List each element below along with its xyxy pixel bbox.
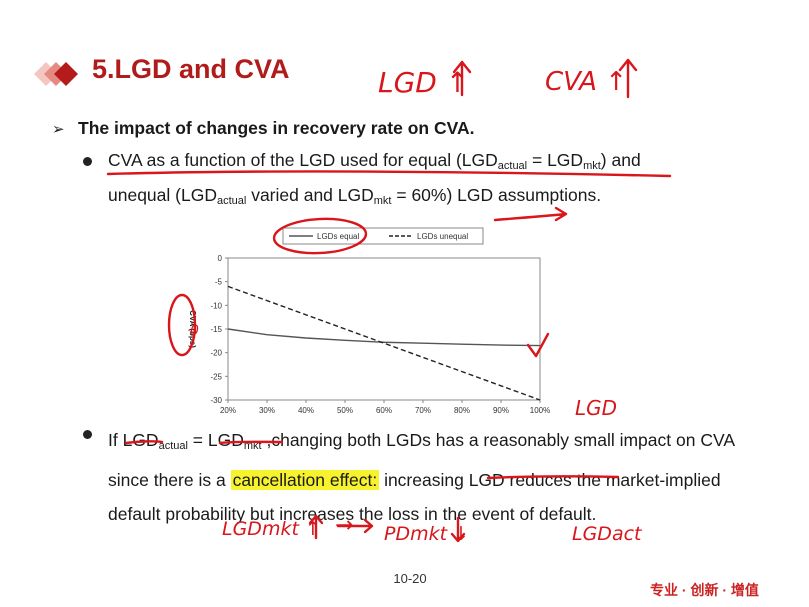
x-tick-label: 80%	[454, 406, 470, 415]
note-lgd-up: LGD ↑	[378, 66, 469, 99]
series-line-1	[227, 328, 541, 347]
y-tick-label: -20	[210, 349, 222, 358]
x-tick-label: 20%	[220, 406, 236, 415]
legend-label: LGDs equal	[317, 232, 359, 241]
bullet-dot	[83, 430, 92, 439]
footer-brand: 专业 · 创新 · 增值	[650, 582, 759, 598]
arrow-up-lgd	[452, 60, 472, 97]
note-cva-up: CVA ↑	[545, 67, 627, 97]
highlighted-phrase: cancellation effect:	[230, 470, 380, 490]
x-tick-label: 70%	[415, 406, 431, 415]
y-tick-label: -30	[210, 396, 222, 405]
plot-frame	[227, 257, 541, 401]
x-tick-label: 100%	[530, 406, 550, 415]
x-tick-label: 50%	[337, 406, 353, 415]
arrow-up-cva	[618, 58, 638, 99]
legend-label: LGDs unequal	[417, 232, 468, 241]
bullet2-text: If LGDactual = LGDmkt ,changing both LGD…	[108, 430, 735, 524]
x-tick-label: 30%	[259, 406, 275, 415]
title-diamond-icon	[34, 62, 78, 86]
arrow-bullet-icon: ➢	[52, 121, 65, 138]
x-tick-label: 60%	[376, 406, 392, 415]
bullet1-line2: unequal (LGDactual varied and LGDmkt = 6…	[108, 185, 602, 207]
section-heading: The impact of changes in recovery rate o…	[78, 118, 475, 138]
bullet1-line1: CVA as a function of the LGD used for eq…	[108, 150, 641, 172]
x-tick-label: 40%	[298, 406, 314, 415]
note-lgd-axis: LGD	[575, 396, 617, 420]
series-line-2	[227, 285, 541, 401]
bullet-dot	[83, 157, 92, 166]
y-tick-label: -10	[210, 301, 222, 310]
page-number: 10-20	[393, 571, 427, 586]
y-tick-label: 0	[218, 254, 223, 263]
arrow-right-mark	[493, 206, 568, 222]
y-tick-label: -5	[215, 278, 223, 287]
y-tick-label: -15	[210, 325, 222, 334]
x-tick-label: 90%	[493, 406, 509, 415]
slide-title: 5.LGD and CVA	[92, 54, 290, 84]
y-axis-label: CVA (bps)	[188, 310, 197, 348]
y-tick-label: -25	[210, 372, 222, 381]
underline-bullet1	[106, 170, 672, 178]
